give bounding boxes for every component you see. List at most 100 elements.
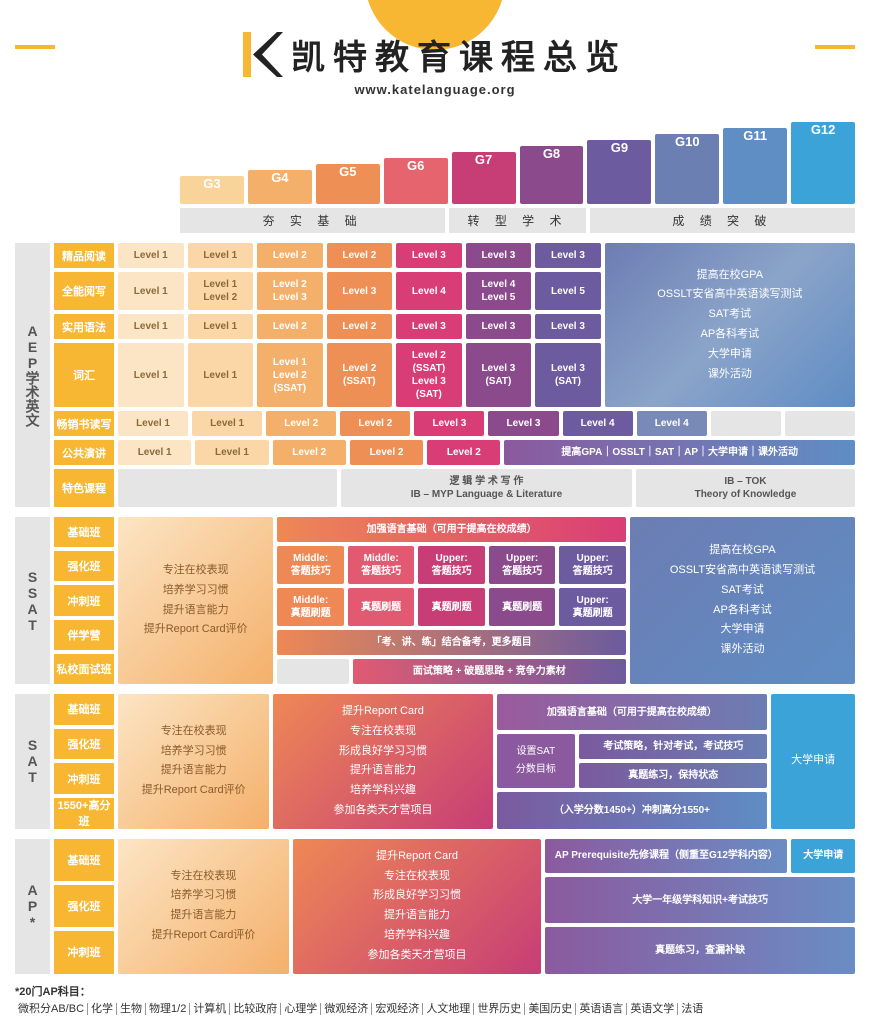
level-cell: Level 1 bbox=[118, 440, 191, 465]
ssat-top: 加强语言基础（可用于提高在校成绩） bbox=[277, 517, 626, 542]
grade-bar: G12 bbox=[791, 122, 855, 204]
header: 凯特教育课程总览 www.katelanguage.org bbox=[15, 10, 855, 107]
level-cell: Level 1 bbox=[195, 440, 268, 465]
subject: 英语语言 bbox=[576, 1003, 627, 1015]
level-cell: Level 1 bbox=[118, 314, 184, 339]
grade-bar: G11 bbox=[723, 128, 787, 204]
sat-left: 专注在校表现培养学习习惯提升语言能力提升Report Card评价 bbox=[118, 694, 269, 829]
ssat-cell: 真题刷题 bbox=[348, 588, 415, 626]
grade-bar: G10 bbox=[655, 134, 719, 204]
ssat-right: 提高在校GPAOSSLT安省高中英语读写测试SAT考试AP各科考试大学申请课外活… bbox=[630, 517, 855, 684]
level-cell: Level 2 bbox=[327, 314, 393, 339]
row-label: 公共演讲 bbox=[54, 440, 114, 465]
subject: 人文地理 bbox=[423, 1003, 474, 1015]
level-cell: Level 1 bbox=[118, 272, 184, 310]
level-cell: Level 4 bbox=[396, 272, 462, 310]
grade-bar: G4 bbox=[248, 170, 312, 204]
ssat-cell: 真题刷题 bbox=[489, 588, 556, 626]
subject: 化学 bbox=[88, 1003, 117, 1015]
grade-bar: G8 bbox=[520, 146, 584, 204]
row-label: 1550+高分班 bbox=[54, 798, 114, 829]
level-cell: Level 3(SAT) bbox=[466, 343, 532, 407]
row-label: 全能阅写 bbox=[54, 272, 114, 310]
subject: 生物 bbox=[117, 1003, 146, 1015]
grade-bar: G7 bbox=[452, 152, 516, 204]
level-cell: Level 4 bbox=[563, 411, 633, 436]
ssat-cell: Upper:答题技巧 bbox=[559, 546, 626, 584]
sat-mid: 提升Report Card专注在校表现形成良好学习习惯提升语言能力培养学科兴趣参… bbox=[273, 694, 492, 829]
row-label: 实用语法 bbox=[54, 314, 114, 339]
row-label: 冲刺班 bbox=[54, 763, 114, 794]
level-cell: Level 2 bbox=[427, 440, 500, 465]
ssat-cell: Upper:真题刷题 bbox=[559, 588, 626, 626]
subject: 美国历史 bbox=[525, 1003, 576, 1015]
empty-cell bbox=[785, 411, 855, 436]
row-label: 强化班 bbox=[54, 551, 114, 581]
empty bbox=[277, 659, 348, 684]
speech-right: 提高GPA｜OSSLT｜SAT｜AP｜大学申请｜课外活动 bbox=[504, 440, 855, 465]
empty-cell bbox=[711, 411, 781, 436]
level-cell: Level 2 bbox=[350, 440, 423, 465]
grade-bar: G5 bbox=[316, 164, 380, 204]
level-cell: Level 2Level 3 bbox=[257, 272, 323, 310]
row-label: 私校面试班 bbox=[54, 654, 114, 684]
row-label: 强化班 bbox=[54, 885, 114, 927]
level-cell: Level 3 bbox=[535, 243, 601, 268]
sat-r1: 考试策略，针对考试，考试技巧 bbox=[579, 734, 767, 759]
level-cell: Level 3 bbox=[488, 411, 558, 436]
ssat-cell: Upper:答题技巧 bbox=[489, 546, 556, 584]
grade-bar: G9 bbox=[587, 140, 651, 204]
aep-label: AEP学术英文 bbox=[15, 243, 50, 507]
phase-bar: 转 型 学 术 bbox=[449, 208, 586, 233]
level-cell: Level 2 bbox=[340, 411, 410, 436]
ssat-camp: 「考、讲、练」结合备考，更多题目 bbox=[277, 630, 626, 655]
level-cell: Level 3 bbox=[535, 314, 601, 339]
level-cell: Level 2 bbox=[257, 243, 323, 268]
ssat-cell: 真题刷题 bbox=[418, 588, 485, 626]
ap-apply: 大学申请 bbox=[791, 839, 855, 873]
sat-r2: 真题练习，保持状态 bbox=[579, 763, 767, 788]
level-cell: Level 3 bbox=[466, 314, 532, 339]
level-cell: Level 4 bbox=[637, 411, 707, 436]
sat-target: 设置SAT分数目标 bbox=[497, 734, 576, 788]
sat-apply: 大学申请 bbox=[771, 694, 855, 829]
ssat-cell: Upper:答题技巧 bbox=[418, 546, 485, 584]
level-cell: Level 2(SSAT) bbox=[327, 343, 393, 407]
footnote-title: *20门AP科目： bbox=[15, 984, 855, 1002]
level-cell: Level 1Level 2 bbox=[188, 272, 254, 310]
level-cell: Level 2(SSAT)Level 3(SAT) bbox=[396, 343, 462, 407]
footnote-subjects: 微积分AB/BC化学生物物理1/2计算机比较政府心理学微观经济宏观经济人文地理世… bbox=[15, 1001, 855, 1019]
ap-r3: 真题练习，查漏补缺 bbox=[545, 927, 855, 973]
row-label: 冲刺班 bbox=[54, 931, 114, 973]
ssat-label: SSAT bbox=[15, 517, 50, 684]
level-cell: Level 2 bbox=[266, 411, 336, 436]
ssat-cell: Middle:答题技巧 bbox=[348, 546, 415, 584]
section-ap: AP* 基础班强化班冲刺班专注在校表现培养学习习惯提升语言能力提升Report … bbox=[15, 839, 855, 974]
subject: 法语 bbox=[678, 1003, 706, 1015]
subject: 微积分AB/BC bbox=[15, 1003, 88, 1015]
subject: 微观经济 bbox=[321, 1003, 372, 1015]
section-sat: SAT 基础班强化班冲刺班1550+高分班专注在校表现培养学习习惯提升语言能力提… bbox=[15, 694, 855, 829]
page-title: 凯特教育课程总览 bbox=[291, 30, 627, 79]
grade-row: G3G4G5G6G7G8G9G10G11G12 bbox=[15, 122, 855, 204]
ssat-interview: 面试策略 + 破题思路 + 竞争力素材 bbox=[353, 659, 626, 684]
subject: 计算机 bbox=[190, 1003, 230, 1015]
ap-r1: AP Prerequisite先修课程（侧重至G12学科内容） bbox=[545, 839, 787, 873]
phase-row: 夯 实 基 础转 型 学 术成 绩 突 破 bbox=[15, 208, 855, 233]
ap-label: AP* bbox=[15, 839, 50, 974]
special-2: IB – TOKTheory of Knowledge bbox=[636, 469, 855, 507]
sat-r-top: 加强语言基础（可用于提高在校成绩） bbox=[497, 694, 768, 730]
level-cell: Level 1 bbox=[188, 343, 254, 407]
row-label: 基础班 bbox=[54, 517, 114, 547]
aep-right-block: 提高在校GPAOSSLT安省高中英语读写测试SAT考试AP各科考试大学申请课外活… bbox=[605, 243, 855, 407]
level-cell: Level 1 bbox=[188, 243, 254, 268]
sat-r-bot: （入学分数1450+）冲刺高分1550+ bbox=[497, 792, 768, 828]
ssat-cell: Middle:真题刷题 bbox=[277, 588, 344, 626]
row-label: 基础班 bbox=[54, 839, 114, 881]
section-ssat: SSAT 基础班强化班冲刺班伴学营私校面试班专注在校表现培养学习习惯提升语言能力… bbox=[15, 517, 855, 684]
level-cell: Level 2 bbox=[257, 314, 323, 339]
level-cell: Level 1Level 2(SSAT) bbox=[257, 343, 323, 407]
subject: 世界历史 bbox=[474, 1003, 525, 1015]
ap-mid: 提升Report Card专注在校表现形成良好学习习惯提升语言能力培养学科兴趣参… bbox=[293, 839, 541, 974]
ssat-cell: Middle:答题技巧 bbox=[277, 546, 344, 584]
